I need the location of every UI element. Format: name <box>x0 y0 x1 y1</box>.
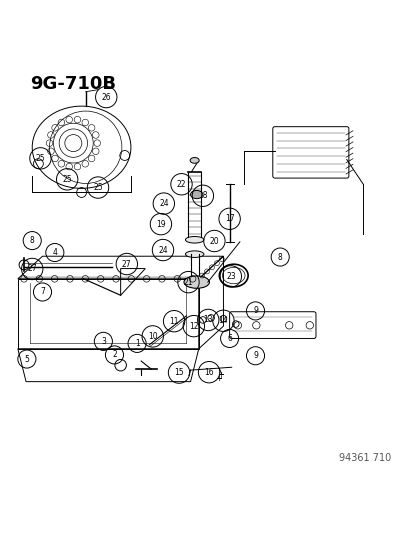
Text: 12: 12 <box>189 321 198 330</box>
Text: 94361 710: 94361 710 <box>338 453 390 463</box>
Text: 6: 6 <box>227 334 232 343</box>
Text: 23: 23 <box>225 272 235 281</box>
Text: 22: 22 <box>176 180 186 189</box>
Text: 4: 4 <box>52 248 57 257</box>
Text: 26: 26 <box>101 93 111 102</box>
Text: 25: 25 <box>93 183 102 192</box>
Text: 9: 9 <box>252 351 257 360</box>
Text: 2: 2 <box>112 350 116 359</box>
Text: 19: 19 <box>156 220 165 229</box>
Text: 7: 7 <box>40 287 45 296</box>
Ellipse shape <box>190 190 202 199</box>
Ellipse shape <box>190 158 199 163</box>
Text: 5: 5 <box>24 354 29 364</box>
Text: 17: 17 <box>224 214 234 223</box>
Text: 13: 13 <box>203 316 213 325</box>
Text: 8: 8 <box>277 253 282 262</box>
Text: 1: 1 <box>134 339 139 348</box>
Text: 27: 27 <box>122 260 131 269</box>
Ellipse shape <box>185 237 204 243</box>
Text: 10: 10 <box>147 332 157 341</box>
Text: 20: 20 <box>209 237 219 246</box>
Text: 21: 21 <box>183 278 193 287</box>
Text: 24: 24 <box>158 246 167 255</box>
Text: 11: 11 <box>169 317 178 326</box>
Text: 24: 24 <box>159 199 168 208</box>
Text: 8: 8 <box>30 236 35 245</box>
Text: 3: 3 <box>101 337 106 346</box>
Text: 15: 15 <box>174 368 183 377</box>
Text: 14: 14 <box>218 316 228 325</box>
Text: 9: 9 <box>252 306 257 316</box>
Text: 25: 25 <box>36 154 45 163</box>
Text: 16: 16 <box>204 368 214 377</box>
Text: 9G-710B: 9G-710B <box>30 75 116 93</box>
Ellipse shape <box>183 276 209 288</box>
Text: 27: 27 <box>27 264 37 273</box>
Ellipse shape <box>185 251 204 257</box>
Text: 18: 18 <box>198 191 207 200</box>
Text: 25: 25 <box>62 175 72 184</box>
